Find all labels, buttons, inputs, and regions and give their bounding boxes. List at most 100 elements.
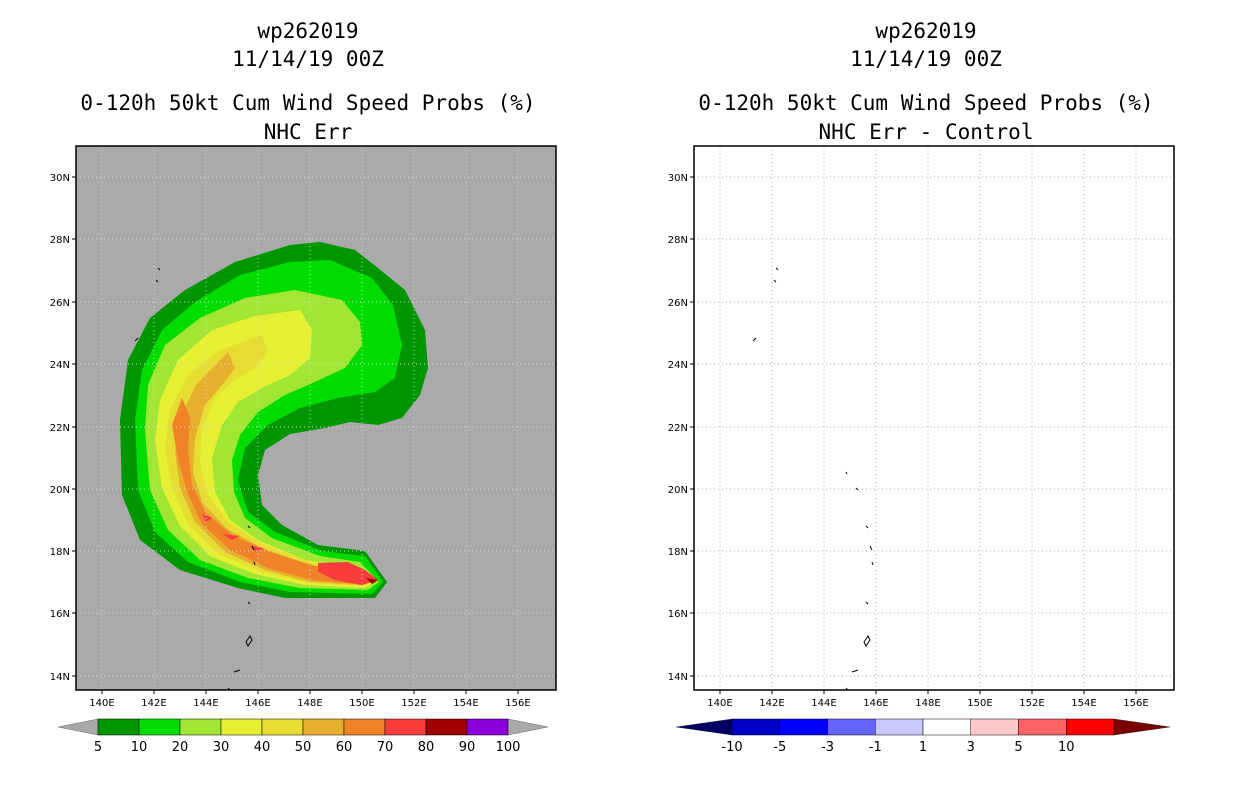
right-product-title: 0-120h 50kt Cum Wind Speed Probs (%): [698, 91, 1154, 115]
left-colorbar-swatch: [261, 718, 304, 736]
swath-level-80: [366, 578, 378, 584]
right-grid: [694, 146, 1174, 690]
lat-label: 24N: [668, 360, 688, 371]
left-colorbar-swatch: [425, 718, 468, 736]
lon-label: 152E: [1019, 698, 1044, 709]
right-map-panel: 30N 28N 26N 24N 22N 20N 18N 16N 14N 140E…: [668, 145, 1175, 755]
colorbar-over-arrow: [1113, 718, 1171, 736]
left-product-title: 0-120h 50kt Cum Wind Speed Probs (%): [80, 91, 536, 115]
left-grid: [76, 146, 556, 690]
colorbar-over-arrow: [507, 718, 549, 736]
lat-label: 18N: [50, 547, 70, 558]
lon-label: 140E: [707, 698, 732, 709]
colorbar-under-arrow: [57, 718, 99, 736]
right-colorbar-label: 5: [1014, 740, 1022, 755]
left-colorbar-swatch: [302, 718, 345, 736]
left-island-outlines: [134, 267, 256, 690]
right-tick-marks: [690, 176, 1137, 694]
lon-label: 152E: [401, 698, 426, 709]
left-colorbar-label: 40: [254, 740, 271, 755]
lon-label: 156E: [505, 698, 530, 709]
lon-label: 142E: [141, 698, 166, 709]
left-colorbar-swatch: [97, 718, 140, 736]
left-map-panel: 30N 28N 26N 24N 22N 20N 18N 16N 14N 140E…: [50, 145, 557, 755]
left-colorbar-label: 50: [295, 740, 312, 755]
lon-label: 146E: [863, 698, 888, 709]
left-map-frame: [75, 145, 557, 691]
lat-label: 24N: [50, 360, 70, 371]
left-colorbar-label: 10: [131, 740, 148, 755]
lat-label: 16N: [50, 609, 70, 620]
lon-label: 156E: [1123, 698, 1148, 709]
lat-label: 14N: [50, 672, 70, 683]
lat-label: 18N: [668, 547, 688, 558]
lat-label: 22N: [668, 423, 688, 434]
right-colorbar-label: -5: [773, 740, 786, 755]
left-datetime: 11/14/19 00Z: [232, 47, 384, 71]
right-storm-id: wp262019: [875, 19, 977, 43]
lon-label: 154E: [1071, 698, 1096, 709]
lon-label: 140E: [89, 698, 114, 709]
left-colorbar-label: 100: [496, 740, 521, 755]
left-colorbar-swatch: [343, 718, 386, 736]
left-lat-labels: 30N 28N 26N 24N 22N 20N 18N 16N 14N: [50, 173, 70, 683]
left-colorbar: 5 10 20 30 40 50 60 70 80 90 100: [57, 718, 549, 755]
lat-label: 30N: [50, 173, 70, 184]
left-colorbar-label: 60: [336, 740, 353, 755]
lat-label: 16N: [668, 609, 688, 620]
lon-label: 144E: [193, 698, 218, 709]
right-colorbar-swatch: [970, 718, 1019, 736]
lat-label: 26N: [668, 298, 688, 309]
lat-label: 30N: [668, 173, 688, 184]
lat-label: 26N: [50, 298, 70, 309]
lat-label: 14N: [668, 672, 688, 683]
right-colorbar-label: 10: [1058, 740, 1075, 755]
swath-level-50: [175, 352, 370, 585]
lat-label: 22N: [50, 423, 70, 434]
right-colorbar-swatch: [1066, 718, 1115, 736]
lon-label: 150E: [967, 698, 992, 709]
lon-label: 148E: [297, 698, 322, 709]
left-colorbar-swatch: [179, 718, 222, 736]
left-colorbar-swatch: [466, 718, 509, 736]
right-datetime: 11/14/19 00Z: [850, 47, 1002, 71]
right-colorbar: -10 -5 -3 -1 1 3 5 10: [675, 718, 1171, 755]
lat-label: 28N: [668, 235, 688, 246]
right-colorbar-swatch: [731, 718, 780, 736]
right-lon-labels: 140E 142E 144E 146E 148E 150E 152E 154E …: [707, 698, 1148, 709]
lat-label: 28N: [50, 235, 70, 246]
right-colorbar-label: 3: [967, 740, 975, 755]
left-colorbar-label: 90: [459, 740, 476, 755]
swath-level-70: [202, 514, 378, 585]
lon-label: 154E: [453, 698, 478, 709]
left-subtitle: NHC Err: [263, 120, 353, 144]
lon-label: 144E: [811, 698, 836, 709]
left-lon-labels: 140E 142E 144E 146E 148E 150E 152E 154E …: [89, 698, 530, 709]
left-probability-swath: [76, 146, 556, 690]
right-island-outlines: [752, 267, 874, 691]
left-colorbar-label: 20: [172, 740, 189, 755]
right-colorbar-swatch: [1018, 718, 1067, 736]
left-storm-id: wp262019: [257, 19, 359, 43]
right-map-background: [694, 146, 1174, 690]
swath-level-60: [172, 398, 369, 584]
lat-label: 20N: [668, 485, 688, 496]
lat-label: 20N: [50, 485, 70, 496]
right-colorbar-label: 1: [919, 740, 927, 755]
right-colorbar-swatch: [779, 718, 828, 736]
left-colorbar-swatch: [384, 718, 427, 736]
right-map-frame: [693, 145, 1175, 691]
right-colorbar-swatch: [922, 718, 971, 736]
right-colorbar-swatch: [827, 718, 876, 736]
left-colorbar-label: 70: [377, 740, 394, 755]
right-subtitle: NHC Err - Control: [818, 120, 1034, 144]
lon-label: 142E: [759, 698, 784, 709]
left-tick-marks: [72, 176, 519, 694]
left-colorbar-label: 5: [94, 740, 102, 755]
lon-label: 148E: [915, 698, 940, 709]
left-colorbar-label: 30: [213, 740, 230, 755]
right-lat-labels: 30N 28N 26N 24N 22N 20N 18N 16N 14N: [668, 173, 688, 683]
right-colorbar-label: -3: [821, 740, 834, 755]
right-colorbar-swatch: [875, 718, 924, 736]
